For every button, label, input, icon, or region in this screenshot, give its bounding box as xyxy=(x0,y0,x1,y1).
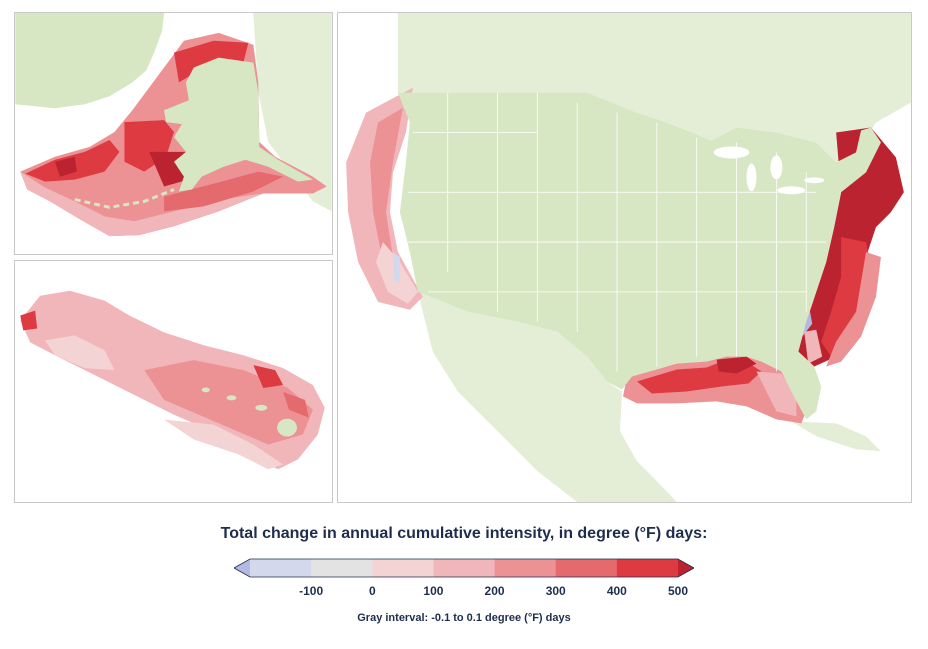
alaska-inset-map xyxy=(14,12,333,255)
gulf-marine-pale xyxy=(756,371,797,417)
oahu-island xyxy=(226,395,237,401)
hawaii-map-svg xyxy=(20,290,325,470)
legend-tick-label: 100 xyxy=(423,584,444,598)
contiguous-us-map xyxy=(337,12,912,503)
gulf-marine-darkest xyxy=(716,356,757,374)
big-island xyxy=(277,418,297,437)
atlantic-marine-pale xyxy=(804,329,823,364)
us-land xyxy=(397,92,881,420)
legend-tick-label: 400 xyxy=(606,584,627,598)
legend-tick-label: 500 xyxy=(667,584,689,598)
cuba-land xyxy=(791,421,881,452)
maui-island xyxy=(255,404,268,411)
atlantic-marine-outer xyxy=(826,252,881,367)
legend-tick-label: 0 xyxy=(368,584,376,598)
legend-tick-labels: -100 0 100 200 300 400 500 xyxy=(0,584,928,602)
legend-swatch-1 xyxy=(250,559,312,577)
atlantic-marine-mid xyxy=(821,237,874,357)
great-lakes xyxy=(713,146,825,195)
mexico-land xyxy=(417,291,677,502)
legend-tick-label: 300 xyxy=(545,584,566,598)
canada-land xyxy=(253,13,332,212)
legend-tick-label: 200 xyxy=(484,584,505,598)
legend-swatch-3 xyxy=(372,559,434,577)
alaska-marine-pale xyxy=(164,171,284,212)
canada-land xyxy=(397,13,911,163)
legend-note: Gray interval: -0.1 to 0.1 degree (°F) d… xyxy=(357,612,571,624)
alaska-map-svg xyxy=(15,13,332,237)
conus-map-svg xyxy=(346,13,911,502)
legend-color-bar xyxy=(234,558,694,578)
legend-swatch-2 xyxy=(311,559,373,577)
legend-swatch-6 xyxy=(555,559,618,577)
hawaii-marine-pale-2 xyxy=(164,419,284,470)
alaska-marine-hot-5 xyxy=(54,156,77,177)
legend-outline xyxy=(234,558,694,578)
hawaii-marine-pale xyxy=(45,335,115,371)
legend-swatch-8 xyxy=(678,559,694,577)
pacific-marine-inner xyxy=(370,107,403,262)
legend-tick-label: -100 xyxy=(299,584,324,598)
legend-swatch-7 xyxy=(616,559,679,577)
alaska-land xyxy=(164,57,313,192)
russia-land xyxy=(15,13,165,109)
hawaii-marine-hot-2 xyxy=(283,391,309,418)
pacific-marine-blue xyxy=(392,252,400,282)
hawaii-marine-hot-3 xyxy=(20,310,38,331)
legend-title: Total change in annual cumulative intens… xyxy=(220,525,708,542)
hawaii-inset-map xyxy=(14,260,333,503)
alaska-marine-band-outer xyxy=(20,171,264,237)
legend-swatch-0 xyxy=(234,559,250,577)
state-borders xyxy=(407,92,827,372)
kauai-island xyxy=(201,387,210,393)
aleutian-islands xyxy=(74,188,175,209)
legend-swatch-5 xyxy=(494,559,557,577)
legend-swatch-4 xyxy=(433,559,496,577)
